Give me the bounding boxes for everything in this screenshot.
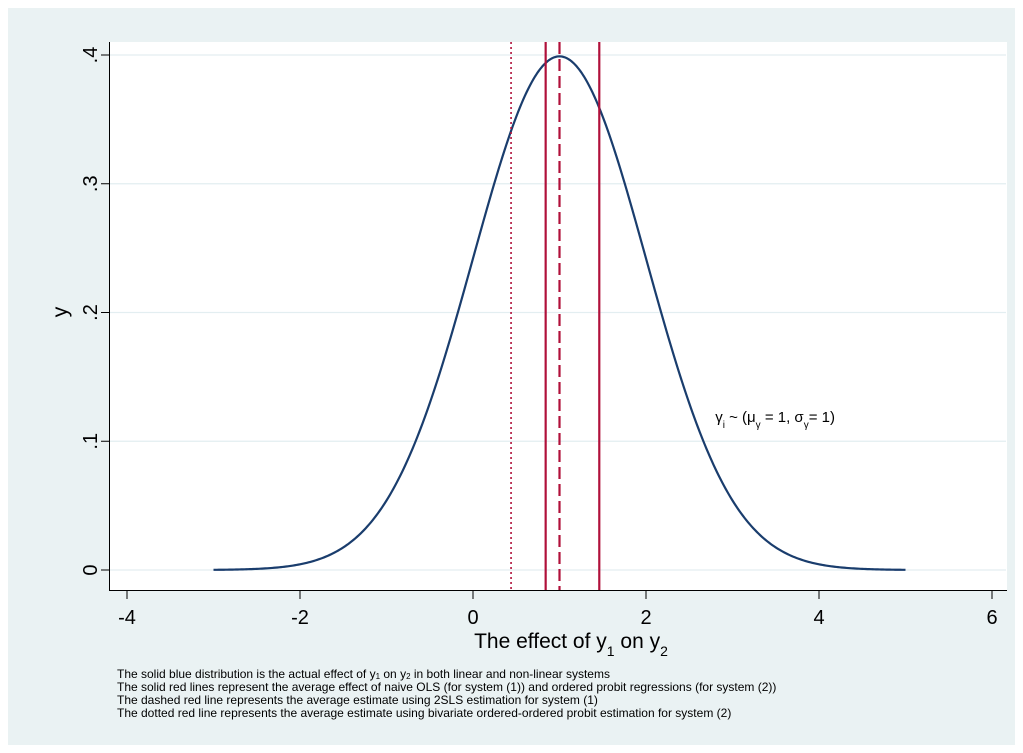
grid-layer (110, 54, 1006, 571)
y-tick-label: .4 (80, 47, 102, 64)
x-tick-label: -4 (118, 607, 136, 629)
x-tick-label: 4 (813, 607, 824, 629)
y-tick-label: .2 (80, 304, 102, 321)
y-axis-title: y (49, 306, 72, 317)
x-tick-label: 2 (640, 607, 651, 629)
density-curve (213, 55, 906, 571)
axis-layer: -4 -2 0 2 4 6 0 .1 .2 .3 .4 (80, 42, 1007, 629)
y-tick-label: 0 (80, 564, 102, 575)
distribution-annotation: γi ~ (μγ = 1, σγ= 1) (715, 409, 835, 431)
y-tick-label: .3 (80, 175, 102, 192)
note-line: The solid blue distribution is the actua… (117, 667, 610, 681)
x-tick-label: 0 (467, 607, 478, 629)
y-tick-label: .1 (80, 433, 102, 450)
data-layer (213, 42, 906, 590)
x-axis-title: The effect of y1 on y2 (474, 630, 668, 659)
note-line: The solid red lines represent the averag… (117, 680, 777, 694)
note-line: The dashed red line represents the avera… (117, 693, 598, 707)
plot-area (109, 42, 1007, 591)
note-line: The dotted red line represents the avera… (117, 706, 732, 720)
label-layer: The effect of y1 on y2 y γi ~ (μγ = 1, σγ=… (49, 306, 835, 659)
x-tick-label: -2 (291, 607, 309, 629)
x-tick-label: 6 (986, 607, 997, 629)
